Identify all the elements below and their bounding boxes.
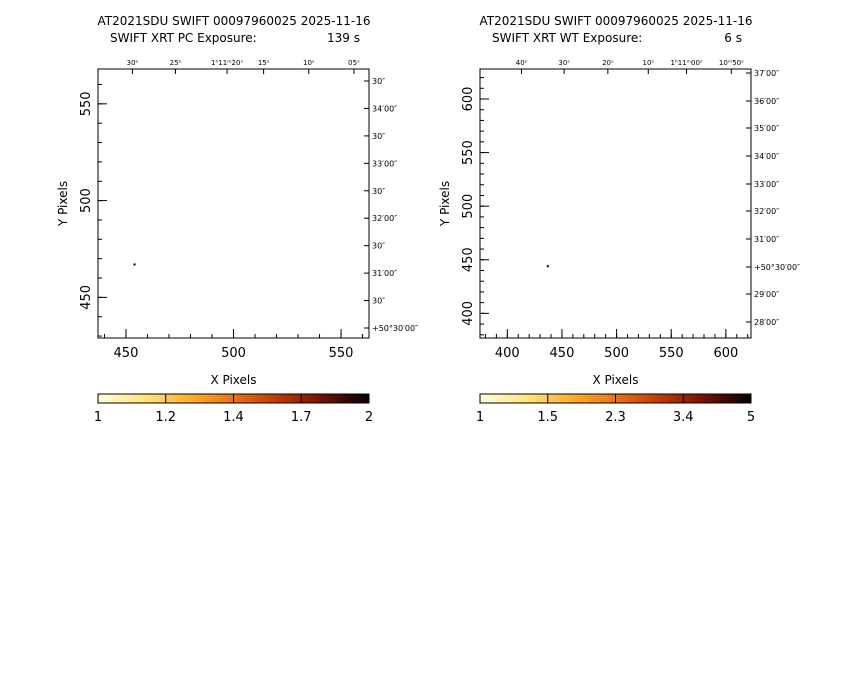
x-tick-label: 450 xyxy=(114,346,139,361)
x-tick-label: 600 xyxy=(713,346,738,361)
x-tick-label: 400 xyxy=(495,346,520,361)
chart-panel-1: AT2021SDU SWIFT 00097960025 2025-11-16 SW… xyxy=(56,14,418,425)
chart-title: AT2021SDU SWIFT 00097960025 2025-11-16 xyxy=(480,14,753,28)
exposure-label: SWIFT XRT PC Exposure: xyxy=(110,31,257,45)
ra-tick-label: 20ˢ xyxy=(602,59,614,67)
x-axis-label: X Pixels xyxy=(210,373,256,387)
dec-tick-label: 34′00″ xyxy=(754,152,779,161)
chart-title: AT2021SDU SWIFT 00097960025 2025-11-16 xyxy=(98,14,371,28)
y-tick-label: 450 xyxy=(79,285,94,310)
dec-tick-label: 34′00″ xyxy=(372,104,397,113)
y-tick-label: 500 xyxy=(79,188,94,213)
dec-tick-label: 37′00″ xyxy=(754,69,779,78)
dec-tick-label: 31′00″ xyxy=(754,235,779,244)
colorbar-tick-label: 3.4 xyxy=(673,410,694,425)
colorbar-tick-label: 2.3 xyxy=(605,410,626,425)
y-tick-label: 450 xyxy=(461,247,476,272)
y-tick-label: 500 xyxy=(461,194,476,219)
exposure-value: 139 s xyxy=(327,31,360,45)
exposure-value: 6 s xyxy=(724,31,742,45)
ra-tick-label: 10ˢ xyxy=(643,59,655,67)
dec-tick-label: 28′00″ xyxy=(754,318,779,327)
y-tick-label: 400 xyxy=(461,301,476,326)
dec-tick-label: 31′00″ xyxy=(372,269,397,278)
colorbar-tick-label: 1.2 xyxy=(155,410,176,425)
y-tick-label: 600 xyxy=(461,87,476,112)
y-tick-label: 550 xyxy=(79,91,94,116)
x-tick-label: 450 xyxy=(550,346,575,361)
dec-tick-label: 30″ xyxy=(372,297,385,306)
ra-tick-label: 1ʰ11ᵐ20ˢ xyxy=(211,59,243,67)
dec-tick-label: 36′00″ xyxy=(754,97,779,106)
ra-tick-label: 10ᵐ50ˢ xyxy=(719,59,744,67)
ra-tick-label: 25ˢ xyxy=(170,59,182,67)
colorbar-tick-label: 1 xyxy=(476,410,484,425)
dec-tick-label: 35′00″ xyxy=(754,124,779,133)
ra-tick-label: 05ˢ xyxy=(348,59,360,67)
ra-tick-label: 10ˢ xyxy=(303,59,315,67)
colorbar-tick-label: 1.5 xyxy=(537,410,558,425)
ra-tick-label: 30ˢ xyxy=(558,59,570,67)
dec-tick-label: 33′00″ xyxy=(372,159,397,168)
dec-tick-label: +50°30′00″ xyxy=(754,263,800,272)
photon-point xyxy=(133,263,136,266)
ra-tick-label: 1ʰ11ᵐ00ˢ xyxy=(670,59,702,67)
colorbar-tick-label: 1.4 xyxy=(223,410,244,425)
dec-tick-label: 30″ xyxy=(372,77,385,86)
dec-tick-label: 30″ xyxy=(372,132,385,141)
ra-tick-label: 15ˢ xyxy=(258,59,270,67)
colorbar-tick-label: 1.7 xyxy=(291,410,312,425)
photon-point xyxy=(546,265,549,268)
chart-panel-2: AT2021SDU SWIFT 00097960025 2025-11-16 SW… xyxy=(438,14,800,425)
dec-tick-label: 32′00″ xyxy=(372,214,397,223)
plot-frame xyxy=(479,68,752,339)
x-axis-label: X Pixels xyxy=(592,373,638,387)
y-axis-label: Y Pixels xyxy=(438,181,452,227)
colorbar-tick-label: 5 xyxy=(747,410,755,425)
x-tick-label: 550 xyxy=(329,346,354,361)
exposure-label: SWIFT XRT WT Exposure: xyxy=(492,31,642,45)
ra-tick-label: 40ˢ xyxy=(516,59,528,67)
x-tick-label: 500 xyxy=(604,346,629,361)
y-axis-label: Y Pixels xyxy=(56,181,70,227)
colorbar-tick-label: 1 xyxy=(94,410,102,425)
dec-tick-label: 32′00″ xyxy=(754,207,779,216)
colorbar-tick-label: 2 xyxy=(365,410,373,425)
dec-tick-label: 33′00″ xyxy=(754,180,779,189)
dec-tick-label: +50°30′00″ xyxy=(372,324,418,333)
dec-tick-label: 30″ xyxy=(372,187,385,196)
dec-tick-label: 30″ xyxy=(372,242,385,251)
plot-frame xyxy=(97,68,370,339)
x-tick-label: 550 xyxy=(659,346,684,361)
y-tick-label: 550 xyxy=(461,140,476,165)
dec-tick-label: 29′00″ xyxy=(754,290,779,299)
x-tick-label: 500 xyxy=(221,346,246,361)
ra-tick-label: 30ˢ xyxy=(127,59,139,67)
